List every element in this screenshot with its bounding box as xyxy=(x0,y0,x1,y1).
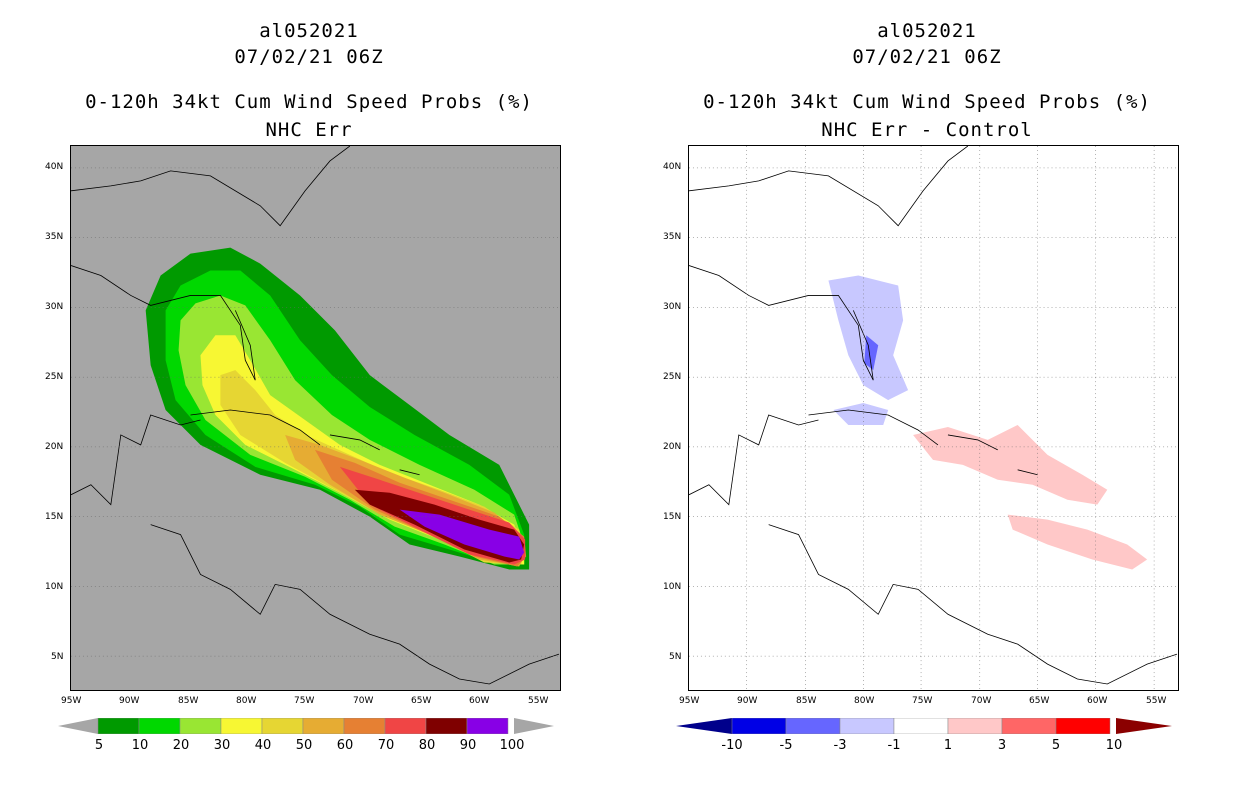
legend-label-10: 10 xyxy=(131,738,149,753)
lat-label-35N: 35N xyxy=(663,232,682,242)
lat-label-25N: 25N xyxy=(663,372,682,382)
lon-label-60W: 60W xyxy=(469,696,490,706)
left-legend-swatch-4 xyxy=(261,718,304,734)
left-legend-swatch-0 xyxy=(97,718,140,734)
right-legend-swatch-1 xyxy=(785,718,841,734)
lat-label-5N: 5N xyxy=(51,652,64,662)
lat-label-20N: 20N xyxy=(663,442,682,452)
legend-label-10: 10 xyxy=(1105,738,1123,753)
left-legend-swatch-6 xyxy=(343,718,386,734)
legend-label-neg10: -10 xyxy=(721,738,743,753)
right-legend-swatch-0 xyxy=(731,718,787,734)
right-colorbar xyxy=(676,718,1172,734)
legend-label-50: 50 xyxy=(295,738,313,753)
lon-label-55W: 55W xyxy=(528,696,549,706)
lat-label-30N: 30N xyxy=(45,302,64,312)
lon-label-95W: 95W xyxy=(679,696,700,706)
prob-band-90 xyxy=(399,509,525,560)
lat-label-15N: 15N xyxy=(663,512,682,522)
lon-label-60W: 60W xyxy=(1087,696,1108,706)
right-panel: al052021 07/02/21 06Z 0-120h 34kt Cum Wi… xyxy=(618,0,1236,800)
lon-label-55W: 55W xyxy=(1146,696,1167,706)
difference-map: 40N 35N 30N 25N 20N 15N 10N 5N 95W 90W 8… xyxy=(663,145,1179,706)
legend-label-5: 5 xyxy=(1051,738,1061,753)
lat-label-10N: 10N xyxy=(45,582,64,592)
lat-label-40N: 40N xyxy=(663,162,682,172)
grid-lines xyxy=(689,146,1178,690)
legend-label-70: 70 xyxy=(377,738,395,753)
right-legend-swatch-5 xyxy=(1001,718,1057,734)
left-legend-swatch-3 xyxy=(220,718,263,734)
product-title: 0-120h 34kt Cum Wind Speed Probs (%) xyxy=(703,91,1151,113)
lon-label-90W: 90W xyxy=(737,696,758,706)
subtitle: NHC Err - Control xyxy=(821,119,1033,141)
lat-label-30N: 30N xyxy=(663,302,682,312)
map-background xyxy=(689,146,1178,690)
storm-id: al052021 xyxy=(259,20,359,42)
colorbar-arrow-low xyxy=(58,718,98,734)
left-legend-swatch-7 xyxy=(384,718,427,734)
lon-label-70W: 70W xyxy=(971,696,992,706)
lon-label-75W: 75W xyxy=(912,696,933,706)
lon-label-70W: 70W xyxy=(353,696,374,706)
datetime: 07/02/21 06Z xyxy=(852,46,1002,68)
lon-label-85W: 85W xyxy=(796,696,817,706)
product-title: 0-120h 34kt Cum Wind Speed Probs (%) xyxy=(85,91,533,113)
left-legend-swatch-9 xyxy=(466,718,509,734)
left-colorbar xyxy=(58,718,554,734)
left-panel: al052021 07/02/21 06Z 0-120h 34kt Cum Wi… xyxy=(45,20,561,753)
legend-label-20: 20 xyxy=(172,738,190,753)
legend-label-30: 30 xyxy=(213,738,231,753)
lon-label-65W: 65W xyxy=(1029,696,1050,706)
lon-label-90W: 90W xyxy=(119,696,140,706)
legend-label-neg1: -1 xyxy=(887,738,901,753)
lon-label-80W: 80W xyxy=(854,696,875,706)
lat-label-15N: 15N xyxy=(45,512,64,522)
lon-label-95W: 95W xyxy=(61,696,82,706)
legend-label-80: 80 xyxy=(418,738,436,753)
legend-label-1: 1 xyxy=(943,738,953,753)
lon-label-65W: 65W xyxy=(411,696,432,706)
legend-label-90: 90 xyxy=(459,738,477,753)
colorbar-arrow-low xyxy=(676,718,732,734)
right-legend-swatch-6 xyxy=(1055,718,1111,734)
colorbar-arrow-high xyxy=(1116,718,1172,734)
left-legend-swatch-5 xyxy=(302,718,345,734)
positive-diff-region-2 xyxy=(1007,514,1148,570)
lat-label-20N: 20N xyxy=(45,442,64,452)
lon-label-75W: 75W xyxy=(294,696,315,706)
legend-label-5: 5 xyxy=(94,738,104,753)
lon-label-85W: 85W xyxy=(178,696,199,706)
probability-map: 40N 35N 30N 25N 20N 15N 10N 5N 95W 90W 8… xyxy=(45,145,561,706)
left-legend-swatch-2 xyxy=(179,718,222,734)
storm-id: al052021 xyxy=(877,20,977,42)
lat-label-35N: 35N xyxy=(45,232,64,242)
lat-label-5N: 5N xyxy=(669,652,682,662)
lat-label-25N: 25N xyxy=(45,372,64,382)
lat-label-40N: 40N xyxy=(45,162,64,172)
subtitle: NHC Err xyxy=(265,119,353,141)
legend-label-40: 40 xyxy=(254,738,272,753)
left-legend-swatch-1 xyxy=(138,718,181,734)
legend-label-3: 3 xyxy=(997,738,1007,753)
coastline xyxy=(689,146,1178,685)
legend-label-100: 100 xyxy=(499,738,525,753)
positive-diff-region xyxy=(913,424,1108,505)
right-legend-swatch-2 xyxy=(839,718,895,734)
legend-label-60: 60 xyxy=(336,738,354,753)
left-legend-swatch-8 xyxy=(425,718,468,734)
datetime: 07/02/21 06Z xyxy=(234,46,384,68)
coastline xyxy=(71,146,560,685)
legend-label-neg5: -5 xyxy=(779,738,793,753)
right-legend-swatch-4 xyxy=(947,718,1003,734)
lat-label-10N: 10N xyxy=(663,582,682,592)
right-legend-swatch-3 xyxy=(893,718,949,734)
lon-label-80W: 80W xyxy=(236,696,257,706)
colorbar-arrow-high xyxy=(514,718,554,734)
legend-label-neg3: -3 xyxy=(833,738,847,753)
negative-diff-region-3 xyxy=(833,403,889,425)
